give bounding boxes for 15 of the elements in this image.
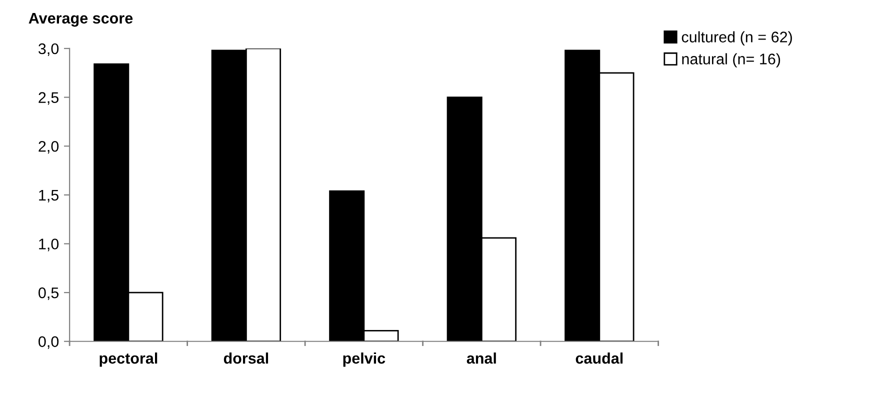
- y-tick-label: 3,0: [38, 43, 59, 56]
- x-tick-label: dorsal: [224, 352, 268, 364]
- y-tick-label: 1,5: [39, 190, 59, 202]
- chart-title: Average score: [28, 12, 133, 27]
- legend-label: natural (n= 16): [682, 53, 780, 68]
- x-tick-label: caudal: [576, 352, 623, 364]
- y-tick-label: 1,0: [39, 238, 59, 252]
- x-tick-label: anal: [466, 352, 496, 364]
- y-tick-label: 2,0: [38, 140, 59, 154]
- legend-label: cultured (n = 62): [682, 31, 792, 46]
- y-tick-label: 2,5: [38, 92, 59, 105]
- x-tick-label: pelvic: [343, 352, 386, 367]
- y-tick-label: 0,0: [38, 336, 59, 349]
- y-tick-label: 0,5: [38, 287, 59, 300]
- x-tick-label: pectoral: [100, 352, 158, 367]
